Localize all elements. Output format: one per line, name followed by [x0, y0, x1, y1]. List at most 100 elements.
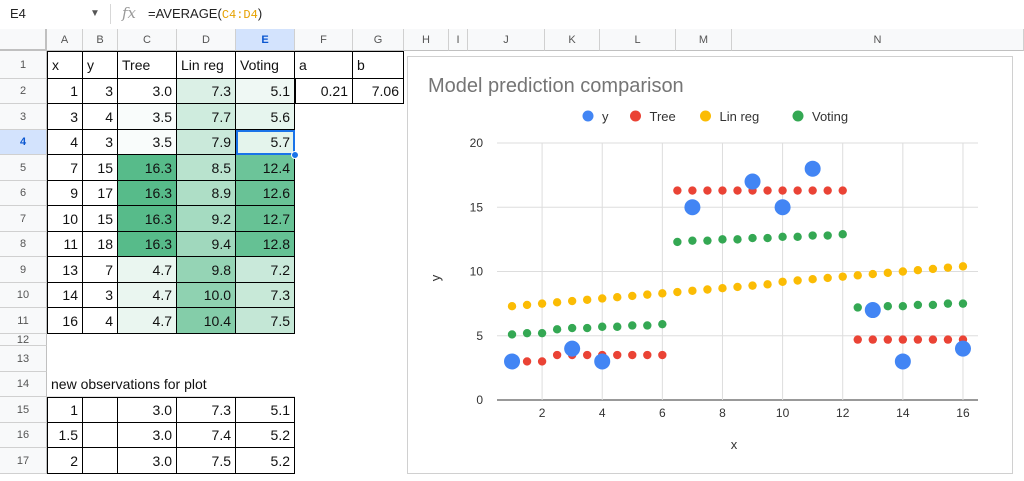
cell-e8[interactable]: 12.8 [236, 232, 295, 257]
cell-c15[interactable]: 3.0 [118, 397, 177, 423]
cell-b16[interactable] [83, 423, 118, 448]
cell-d15[interactable]: 7.3 [177, 397, 236, 423]
row-header-3[interactable]: 3 [0, 104, 47, 130]
cell-c3[interactable]: 3.5 [118, 104, 177, 130]
row-header-14[interactable]: 14 [0, 372, 47, 397]
column-header-c[interactable]: C [118, 29, 177, 51]
row-header-15[interactable]: 15 [0, 397, 47, 423]
column-header-l[interactable]: L [600, 29, 676, 51]
row-header-7[interactable]: 7 [0, 206, 47, 232]
cell-b15[interactable] [83, 397, 118, 423]
row-header-16[interactable]: 16 [0, 423, 47, 448]
cell-a16[interactable]: 1.5 [47, 423, 83, 448]
cell-a17[interactable]: 2 [47, 448, 83, 474]
cell-a15[interactable]: 1 [47, 397, 83, 423]
column-header-b[interactable]: B [83, 29, 118, 51]
row-header-12[interactable]: 12 [0, 334, 47, 346]
cell-c11[interactable]: 4.7 [118, 308, 177, 334]
cell-b9[interactable]: 7 [83, 257, 118, 283]
column-header-d[interactable]: D [177, 29, 236, 51]
param-b-value[interactable]: 7.06 [353, 79, 404, 104]
cell-e6[interactable]: 12.6 [236, 181, 295, 206]
column-header-m[interactable]: M [676, 29, 732, 51]
param-a-value[interactable]: 0.21 [295, 79, 353, 104]
column-header-h[interactable]: H [404, 29, 449, 51]
cell-e16[interactable]: 5.2 [236, 423, 295, 448]
cell-a6[interactable]: 9 [47, 181, 83, 206]
column-header-e[interactable]: E [236, 29, 295, 51]
cell-d11[interactable]: 10.4 [177, 308, 236, 334]
cell-c17[interactable]: 3.0 [118, 448, 177, 474]
cell-d5[interactable]: 8.5 [177, 155, 236, 181]
formula-input[interactable]: =AVERAGE(C4:D4) [148, 6, 262, 22]
column-header-k[interactable]: K [545, 29, 600, 51]
cell-c10[interactable]: 4.7 [118, 283, 177, 308]
cell-b2[interactable]: 3 [83, 79, 118, 104]
cell-a8[interactable]: 11 [47, 232, 83, 257]
new-observations-label[interactable]: new observations for plot [47, 372, 295, 397]
cell-e5[interactable]: 12.4 [236, 155, 295, 181]
cell-c8[interactable]: 16.3 [118, 232, 177, 257]
cell-a10[interactable]: 14 [47, 283, 83, 308]
cell-d3[interactable]: 7.7 [177, 104, 236, 130]
cell-a4[interactable]: 4 [47, 130, 83, 155]
row-header-6[interactable]: 6 [0, 181, 47, 206]
row-header-5[interactable]: 5 [0, 155, 47, 181]
row-header-4[interactable]: 4 [0, 130, 47, 155]
header-cell-voting[interactable]: Voting [236, 51, 295, 79]
row-header-1[interactable]: 1 [0, 51, 47, 79]
chevron-down-icon[interactable]: ▼ [90, 8, 100, 19]
column-header-a[interactable]: A [47, 29, 83, 51]
header-cell-a[interactable]: a [295, 51, 353, 79]
cell-c5[interactable]: 16.3 [118, 155, 177, 181]
cell-e2[interactable]: 5.1 [236, 79, 295, 104]
cell-d6[interactable]: 8.9 [177, 181, 236, 206]
cell-c7[interactable]: 16.3 [118, 206, 177, 232]
row-header-10[interactable]: 10 [0, 283, 47, 308]
cell-b5[interactable]: 15 [83, 155, 118, 181]
cell-e4[interactable]: 5.7 [236, 130, 295, 155]
cell-b8[interactable]: 18 [83, 232, 118, 257]
cell-e15[interactable]: 5.1 [236, 397, 295, 423]
cell-e17[interactable]: 5.2 [236, 448, 295, 474]
cell-e3[interactable]: 5.6 [236, 104, 295, 130]
cell-d8[interactable]: 9.4 [177, 232, 236, 257]
cell-e11[interactable]: 7.5 [236, 308, 295, 334]
cell-a3[interactable]: 3 [47, 104, 83, 130]
cell-c2[interactable]: 3.0 [118, 79, 177, 104]
cell-c6[interactable]: 16.3 [118, 181, 177, 206]
column-header-f[interactable]: F [295, 29, 353, 51]
cell-d7[interactable]: 9.2 [177, 206, 236, 232]
cell-b10[interactable]: 3 [83, 283, 118, 308]
cell-b3[interactable]: 4 [83, 104, 118, 130]
cell-d4[interactable]: 7.9 [177, 130, 236, 155]
column-header-n[interactable]: N [732, 29, 1024, 51]
row-header-11[interactable]: 11 [0, 308, 47, 334]
row-header-13[interactable]: 13 [0, 346, 47, 372]
cell-e9[interactable]: 7.2 [236, 257, 295, 283]
cell-b6[interactable]: 17 [83, 181, 118, 206]
cell-b7[interactable]: 15 [83, 206, 118, 232]
column-header-j[interactable]: J [468, 29, 545, 51]
name-box[interactable]: E4 [10, 6, 26, 21]
cell-b11[interactable]: 4 [83, 308, 118, 334]
chart[interactable]: Model prediction comparison y Tree Lin reg… [407, 56, 1013, 474]
fill-handle[interactable] [291, 151, 299, 159]
cell-a5[interactable]: 7 [47, 155, 83, 181]
cell-a9[interactable]: 13 [47, 257, 83, 283]
header-cell-x[interactable]: x [47, 51, 83, 79]
row-header-17[interactable]: 17 [0, 448, 47, 474]
column-header-g[interactable]: G [353, 29, 404, 51]
cell-d16[interactable]: 7.4 [177, 423, 236, 448]
cell-d2[interactable]: 7.3 [177, 79, 236, 104]
select-all-corner[interactable] [0, 29, 47, 51]
cell-b4[interactable]: 3 [83, 130, 118, 155]
cell-c9[interactable]: 4.7 [118, 257, 177, 283]
cell-d17[interactable]: 7.5 [177, 448, 236, 474]
header-cell-lin-reg[interactable]: Lin reg [177, 51, 236, 79]
row-header-8[interactable]: 8 [0, 232, 47, 257]
cell-e7[interactable]: 12.7 [236, 206, 295, 232]
cell-c4[interactable]: 3.5 [118, 130, 177, 155]
header-cell-tree[interactable]: Tree [118, 51, 177, 79]
row-header-9[interactable]: 9 [0, 257, 47, 283]
